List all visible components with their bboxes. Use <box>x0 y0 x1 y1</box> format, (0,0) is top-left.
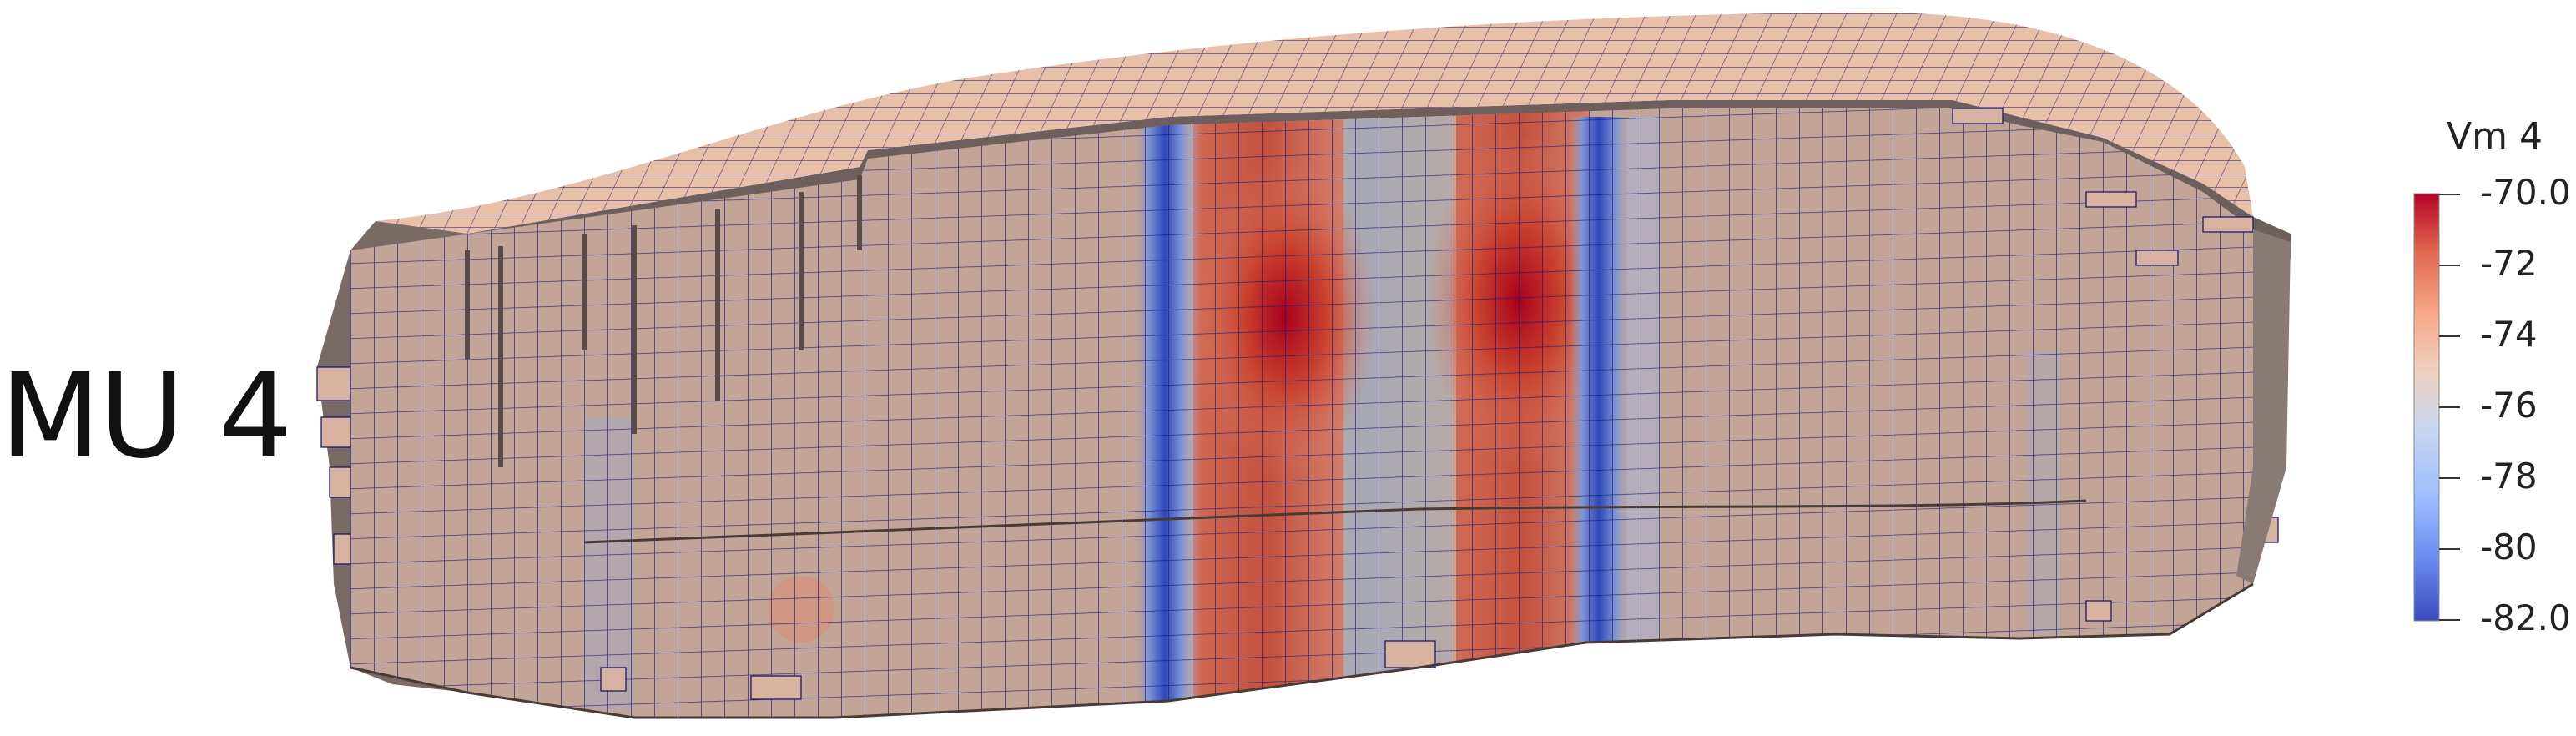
mesh-right-end <box>2236 229 2291 584</box>
mesh-bottom-edge <box>350 582 2254 719</box>
colorbar-ticks <box>2439 194 2460 621</box>
colorbar-tick-label: -78 <box>2480 456 2538 497</box>
top-grid <box>350 13 2253 250</box>
front-grid <box>350 108 2286 718</box>
colorbar-tick-label: -82.0 <box>2480 597 2571 638</box>
colorbar-gradient <box>2413 193 2440 622</box>
colorbar-tick-label: -74 <box>2480 314 2538 355</box>
colorbar-tick-label: -76 <box>2480 385 2538 426</box>
colorbar-tick-label: -72 <box>2480 243 2538 284</box>
figure-label: MU 4 <box>0 349 293 485</box>
colorbar-tick-label: -80 <box>2480 527 2538 567</box>
stair-edges <box>465 175 862 467</box>
colorbar-title: Vm 4 <box>2447 115 2543 158</box>
colorbar-tick-label: -70.0 <box>2480 172 2571 213</box>
